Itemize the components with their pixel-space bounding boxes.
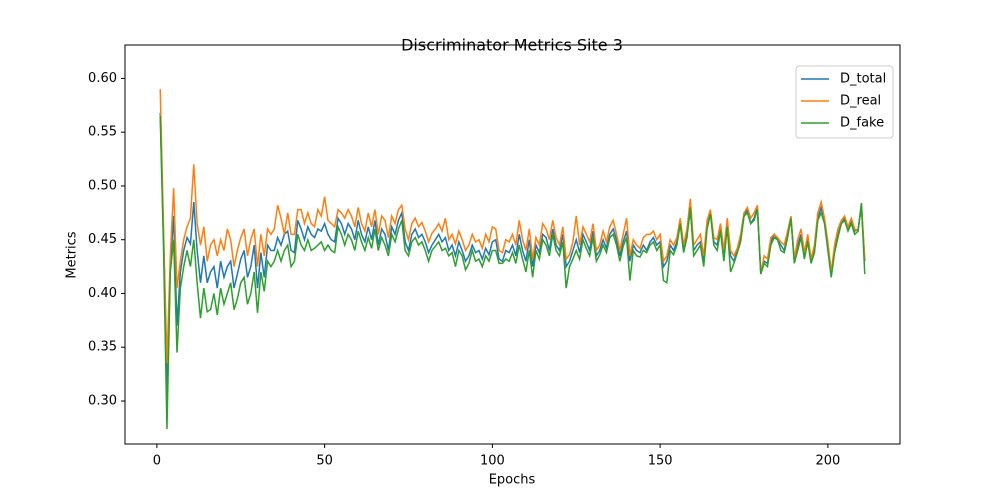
- series-line: [159, 116, 866, 429]
- y-tick-label: 0.60: [88, 71, 117, 86]
- y-tick-label: 0.45: [88, 232, 117, 247]
- y-tick-label: 0.40: [88, 286, 117, 301]
- y-tick-label: 0.30: [88, 393, 117, 408]
- x-tick-label: 50: [316, 454, 333, 469]
- y-tick-label: 0.50: [88, 178, 117, 193]
- series-line: [159, 89, 866, 364]
- axes-frame: [124, 44, 901, 445]
- legend-box: [795, 65, 894, 139]
- x-tick-label: 150: [648, 454, 673, 469]
- legend-label: D_real: [840, 94, 881, 109]
- x-tick-label: 0: [153, 454, 161, 469]
- x-axis-label: Epochs: [489, 473, 536, 488]
- legend-label: D_fake: [840, 116, 884, 131]
- legend-label: D_total: [840, 72, 886, 87]
- y-tick-label: 0.35: [88, 340, 117, 355]
- x-tick-label: 100: [480, 454, 505, 469]
- x-tick-label: 200: [815, 454, 840, 469]
- y-tick-label: 0.55: [88, 125, 117, 140]
- y-axis-label: Metrics: [65, 231, 80, 278]
